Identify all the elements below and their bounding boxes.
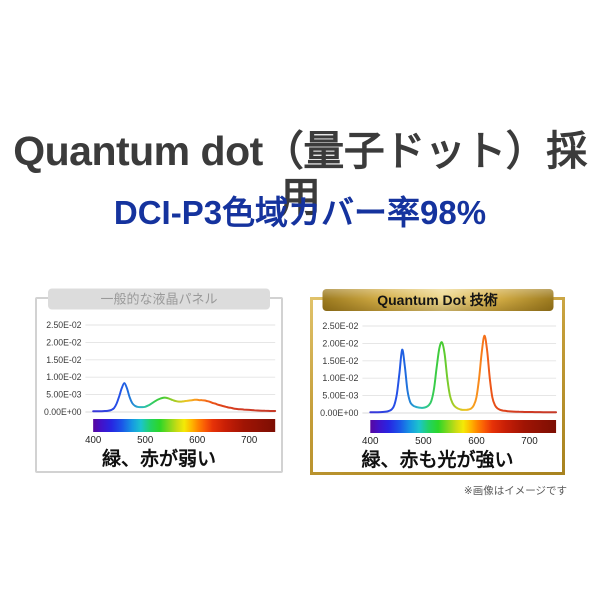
panel-quantum-dot-title: Quantum Dot 技術 (377, 292, 498, 308)
svg-text:1.00E-02: 1.00E-02 (322, 373, 358, 383)
svg-text:500: 500 (415, 436, 432, 447)
svg-text:1.50E-02: 1.50E-02 (46, 355, 81, 365)
svg-text:700: 700 (241, 435, 258, 446)
svg-text:0.00E+00: 0.00E+00 (320, 408, 358, 418)
svg-text:600: 600 (468, 436, 485, 447)
qd-spectrum-chart: 2.50E-02 2.00E-02 1.50E-02 1.00E-02 5.00E-03… (320, 321, 558, 447)
svg-text:2.00E-02: 2.00E-02 (322, 338, 358, 348)
qd-caption: 緑、赤も光が強い (361, 450, 514, 471)
svg-text:2.50E-02: 2.50E-02 (46, 320, 81, 330)
svg-text:1.00E-02: 1.00E-02 (46, 372, 81, 382)
image-disclaimer-note: ※画像はイメージです (463, 485, 567, 497)
svg-text:0.00E+00: 0.00E+00 (44, 407, 82, 417)
svg-text:1.50E-02: 1.50E-02 (322, 356, 358, 366)
svg-text:400: 400 (362, 436, 379, 447)
svg-text:400: 400 (85, 435, 102, 446)
panel-standard-lcd-title: 一般的な液晶パネル (100, 291, 218, 307)
lcd-caption: 緑、赤が弱い (101, 449, 216, 470)
panel-quantum-dot-header: Quantum Dot 技術 (322, 289, 553, 311)
svg-text:500: 500 (137, 435, 154, 446)
svg-text:600: 600 (189, 435, 206, 446)
page-title: Quantum dot（量子ドット）採用 (13, 128, 587, 220)
svg-text:5.00E-03: 5.00E-03 (46, 389, 81, 399)
svg-text:2.50E-02: 2.50E-02 (322, 321, 358, 331)
lcd-spectrum-chart: 2.50E-02 2.00E-02 1.50E-02 1.00E-02 5.00E-03… (44, 320, 277, 446)
dci-p3-coverage-subtitle: DCI-P3色域カバー率98% (113, 194, 487, 232)
panel-standard-lcd: 一般的な液晶パネル 2.50E-02 2.00E-02 1.50E-02 1.00E-… (35, 288, 283, 473)
svg-text:5.00E-03: 5.00E-03 (322, 391, 358, 401)
panel-quantum-dot: Quantum Dot 技術 2.50E-02 2.00E-02 1.50E-02 1… (310, 289, 565, 475)
svg-text:2.00E-02: 2.00E-02 (46, 337, 81, 347)
svg-text:700: 700 (521, 436, 538, 447)
panel-standard-lcd-header: 一般的な液晶パネル (48, 288, 270, 310)
